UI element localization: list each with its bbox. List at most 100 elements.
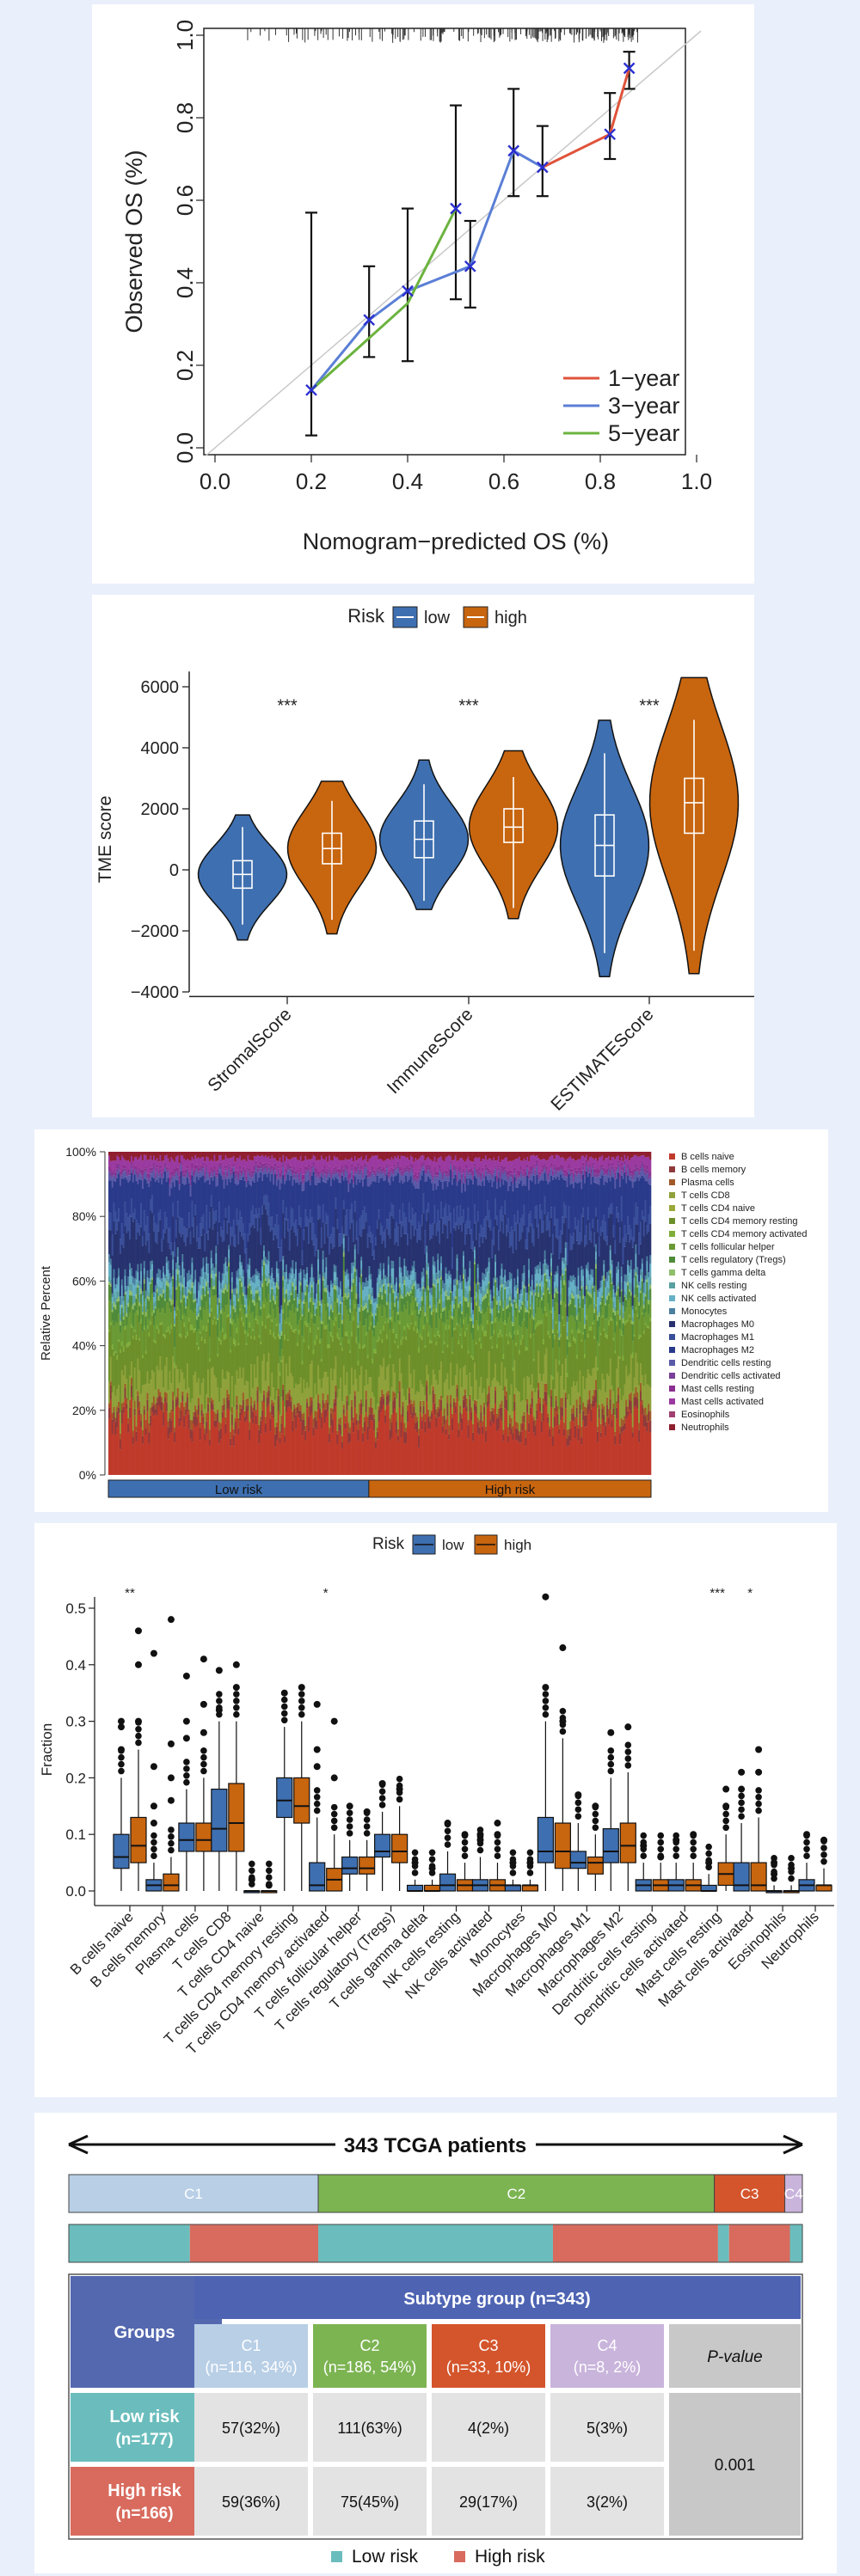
bar-segment (138, 1410, 141, 1416)
bar-segment (286, 1231, 290, 1279)
bar-segment (202, 1157, 205, 1163)
bar-segment (327, 1179, 329, 1216)
bar-segment (314, 1152, 316, 1157)
bar-segment (359, 1307, 361, 1312)
bar-segment (418, 1392, 421, 1429)
bar-segment (256, 1271, 259, 1276)
bar-segment (396, 1296, 398, 1299)
bar-segment (318, 1379, 322, 1404)
bar-segment (230, 1236, 234, 1273)
bar-segment (293, 1152, 296, 1158)
bar-segment (124, 1202, 126, 1227)
bar-segment (368, 1326, 371, 1331)
bar-segment (232, 1156, 235, 1164)
bar-segment (197, 1248, 200, 1282)
bar-segment (263, 1196, 266, 1205)
bar-segment (258, 1335, 261, 1338)
bar-segment (175, 1263, 178, 1270)
bar-segment (150, 1407, 152, 1416)
bar-segment (366, 1440, 369, 1475)
bar-segment (219, 1162, 223, 1166)
bar-segment (186, 1292, 189, 1296)
bar-segment (378, 1406, 380, 1410)
bar-segment (312, 1349, 315, 1355)
bar-segment (252, 1160, 255, 1171)
bar-segment (253, 1182, 256, 1215)
sample-bar (236, 1152, 238, 1475)
bar-segment (398, 1209, 401, 1225)
bar-segment (217, 1160, 219, 1170)
sample-bar (310, 1152, 313, 1475)
bar-segment (146, 1277, 149, 1290)
bar-segment (336, 1291, 339, 1299)
bar-segment (378, 1376, 380, 1407)
bar-segment (352, 1262, 355, 1267)
bar-segment (199, 1309, 201, 1319)
bar-segment (317, 1300, 320, 1328)
bar-segment (269, 1159, 272, 1168)
bar-segment (154, 1222, 157, 1242)
bar-segment (113, 1221, 115, 1270)
bar-segment (212, 1410, 214, 1475)
sample-bar (127, 1152, 130, 1475)
bar-segment (138, 1281, 141, 1287)
bar-segment (352, 1187, 355, 1221)
bar-segment (239, 1155, 242, 1166)
bar-segment (208, 1445, 212, 1475)
bar-segment (299, 1167, 302, 1171)
bar-segment (389, 1308, 391, 1318)
bar-segment (381, 1367, 384, 1390)
bar-segment (325, 1267, 328, 1279)
bar-segment (271, 1152, 273, 1156)
bar-segment (383, 1160, 385, 1167)
bar-segment (301, 1392, 304, 1414)
bar-segment (389, 1184, 391, 1213)
bar-segment (187, 1270, 190, 1281)
bar-segment (290, 1152, 292, 1160)
bar-segment (175, 1315, 178, 1366)
bar-segment (135, 1431, 138, 1441)
bar-segment (255, 1290, 257, 1294)
bar-segment (247, 1167, 249, 1170)
bar-segment (267, 1390, 270, 1404)
bar-segment (303, 1342, 305, 1380)
bar-segment (156, 1366, 158, 1398)
bar-segment (309, 1405, 311, 1416)
sample-bar (163, 1152, 165, 1475)
bar-segment (366, 1286, 369, 1301)
bar-segment (144, 1312, 147, 1317)
bar-segment (185, 1160, 187, 1170)
bar-segment (218, 1155, 221, 1165)
bar-segment (426, 1270, 428, 1275)
sample-bar (241, 1152, 243, 1475)
bar-segment (202, 1424, 205, 1475)
bar-segment (318, 1278, 322, 1293)
bar-segment (429, 1293, 432, 1301)
bar-segment (274, 1174, 277, 1225)
bar-segment (176, 1180, 179, 1202)
bar-segment (232, 1300, 235, 1306)
bar-segment (191, 1441, 194, 1475)
bar-segment (353, 1172, 356, 1177)
bar-segment (140, 1427, 143, 1475)
bar-segment (228, 1166, 230, 1171)
bar-segment (174, 1306, 176, 1312)
bar-segment (422, 1414, 425, 1475)
bar-segment (186, 1295, 189, 1299)
bar-segment (323, 1304, 326, 1326)
bar-segment (299, 1316, 302, 1320)
bar-segment (338, 1294, 341, 1306)
bar-segment (243, 1386, 246, 1411)
bar-segment (253, 1404, 256, 1411)
bar-segment (411, 1164, 414, 1169)
bar-segment (264, 1278, 267, 1281)
bar-segment (267, 1260, 270, 1273)
bar-segment (271, 1168, 273, 1171)
bar-segment (279, 1172, 281, 1178)
bar-segment (274, 1166, 277, 1171)
bar-segment (427, 1263, 430, 1268)
bar-segment (288, 1170, 291, 1181)
bar-segment (161, 1239, 163, 1251)
bar-segment (392, 1400, 395, 1414)
bar-segment (318, 1274, 322, 1279)
